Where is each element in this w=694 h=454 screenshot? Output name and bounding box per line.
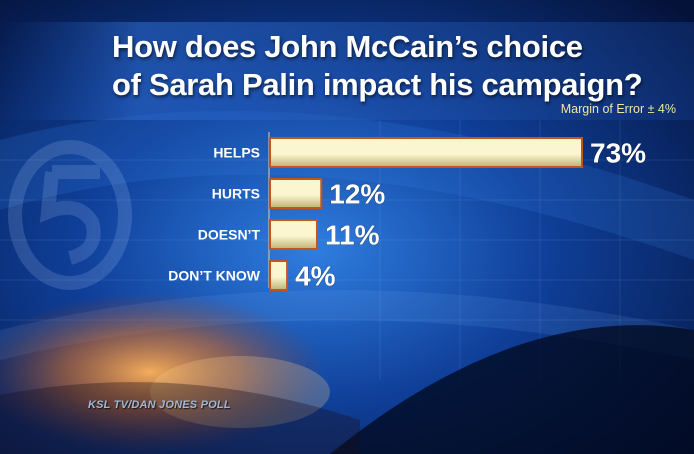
value-label-doesn-t: 11% (325, 220, 380, 251)
bar-hurts (269, 178, 323, 209)
title-line-1: How does John McCain’s choice (112, 29, 583, 64)
title-line-2: of Sarah Palin impact his campaign? (112, 67, 643, 102)
bar-don-t-know (269, 260, 289, 291)
value-label-hurts: 12% (329, 179, 385, 210)
bar-helps (269, 137, 583, 168)
chart-title: How does John McCain’s choice of Sarah P… (112, 28, 643, 104)
category-label-doesn-t: DOESN’T (198, 227, 261, 243)
category-label-don-t-know: DON’T KNOW (168, 268, 261, 284)
bar-doesn-t (269, 219, 319, 250)
value-label-helps: 73% (590, 138, 646, 169)
value-label-don-t-know: 4% (295, 261, 336, 292)
category-label-helps: HELPS (213, 145, 260, 161)
category-label-hurts: HURTS (212, 186, 260, 202)
source-credit: KSL TV/DAN JONES POLL (88, 399, 231, 411)
margin-of-error: Margin of Error ± 4% (560, 102, 676, 116)
